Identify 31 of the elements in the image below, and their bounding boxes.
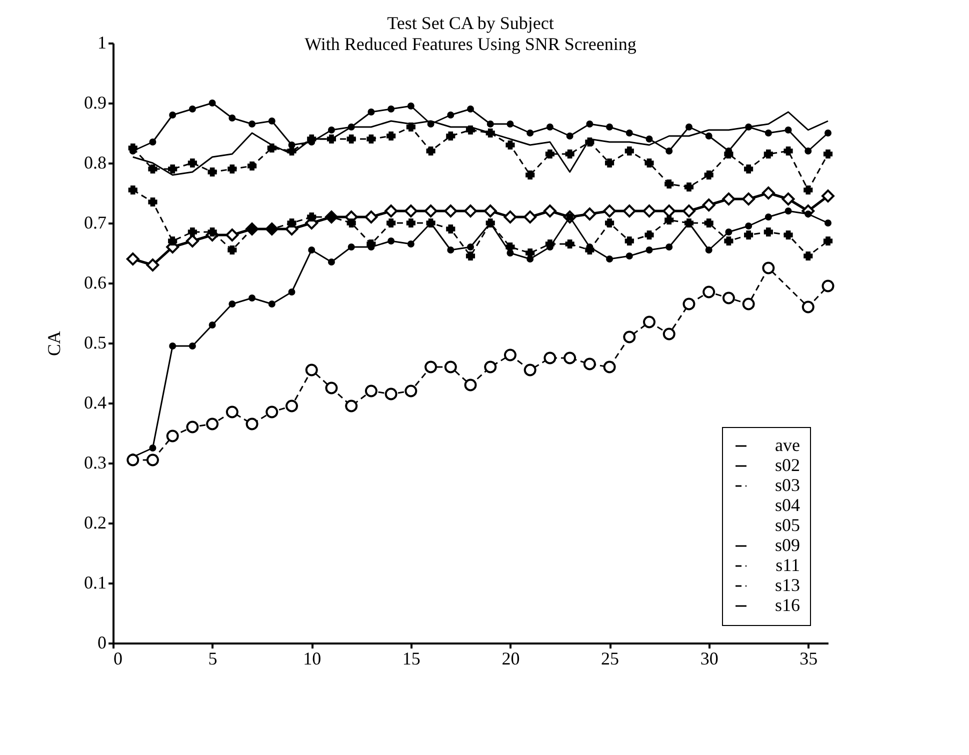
legend-label: s03 xyxy=(774,475,800,495)
legend-label: ave xyxy=(775,435,800,455)
y-tick-label: 0.8 xyxy=(84,152,106,172)
text: s05 xyxy=(774,515,800,535)
chart-title: Test Set CA by Subject xyxy=(387,13,554,33)
legend-label: s13 xyxy=(774,575,800,595)
x-tick-label: 5 xyxy=(208,648,218,668)
text: s04 xyxy=(774,495,800,515)
y-tick-label: 0 xyxy=(98,632,106,652)
y-tick-label: 0.5 xyxy=(84,332,106,352)
y-tick-label: 0.7 xyxy=(84,212,106,232)
y-tick-label: 0.9 xyxy=(84,92,106,112)
x-tick-label: 20 xyxy=(502,648,520,668)
chart-subtitle: With Reduced Features Using SNR Screening xyxy=(304,34,636,54)
y-tick-label: 1 xyxy=(98,32,106,52)
x-tick-label: 30 xyxy=(700,648,718,668)
y-axis-title: CA xyxy=(44,330,64,356)
x-tick-label: 15 xyxy=(402,648,420,668)
y-tick-label: 0.3 xyxy=(84,452,106,472)
y-tick-label: 0.2 xyxy=(84,512,106,532)
y-tick-label: 0.6 xyxy=(84,272,106,292)
x-tick-label: 25 xyxy=(601,648,620,668)
x-tick-label: 0 xyxy=(114,648,122,668)
legend-label: s02 xyxy=(774,455,800,475)
x-tick-label: 10 xyxy=(303,648,322,668)
y-tick-label: 0.1 xyxy=(84,572,106,592)
legend-label: s09 xyxy=(774,535,800,555)
y-tick-label: 0.4 xyxy=(84,392,106,412)
legend-label: s11 xyxy=(776,555,800,575)
legend-label: s16 xyxy=(774,595,800,615)
x-tick-label: 35 xyxy=(800,648,818,668)
